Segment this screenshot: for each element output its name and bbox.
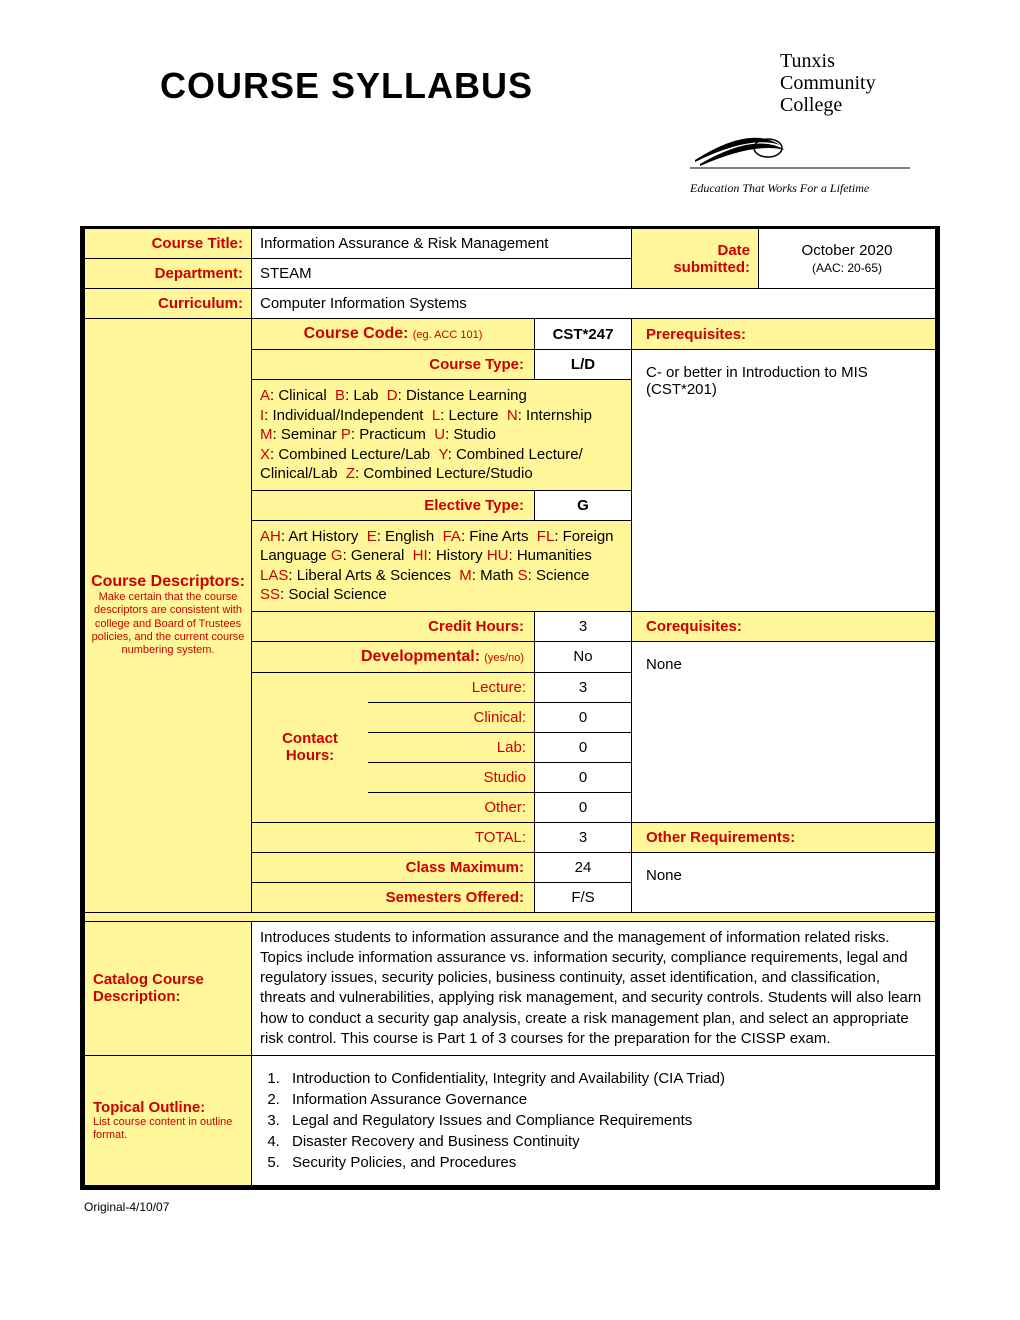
dev-hint: (yes/no) <box>484 652 524 664</box>
cd-sub: Make certain that the course descriptors… <box>91 591 245 657</box>
label-total: TOTAL: <box>252 822 535 852</box>
label-course-type: Course Type: <box>252 350 535 380</box>
label-elective-type: Elective Type: <box>252 490 535 520</box>
legend-elective: AH: Art History E: English FA: Fine Arts… <box>252 520 632 611</box>
value-elective-type: G <box>535 490 632 520</box>
cc-hint: (eg. ACC 101) <box>413 329 483 341</box>
label-other-req: Other Requirements: <box>632 822 936 852</box>
label-credit-hours: Credit Hours: <box>252 611 535 641</box>
syllabus-table-wrap: Course Title: Information Assurance & Ri… <box>80 226 940 1190</box>
label-developmental: Developmental: (yes/no) <box>252 641 535 672</box>
label-course-descriptors: Course Descriptors: Make certain that th… <box>85 319 252 913</box>
label-course-code: Course Code: (eg. ACC 101) <box>252 319 535 350</box>
logo-area: Tunxis Community College Education That … <box>690 50 940 196</box>
label-coreq: Corequisites: <box>632 611 936 641</box>
label-catalog: Catalog Course Description: <box>85 921 252 1056</box>
value-studio: 0 <box>535 762 632 792</box>
value-coreq: None <box>632 641 936 822</box>
value-other-req: None <box>632 852 936 912</box>
label-prereq: Prerequisites: <box>632 319 936 350</box>
label-department: Department: <box>85 259 252 289</box>
header: COURSE SYLLABUS Tunxis Community College… <box>80 50 940 196</box>
date-text: October 2020 <box>802 242 893 259</box>
label-semesters: Semesters Offered: <box>252 882 535 912</box>
topic-item: Information Assurance Governance <box>284 1089 927 1110</box>
value-credit-hours: 3 <box>535 611 632 641</box>
label-course-title: Course Title: <box>85 229 252 259</box>
value-other: 0 <box>535 792 632 822</box>
topic-item: Disaster Recovery and Business Continuit… <box>284 1131 927 1152</box>
dev-label: Developmental: <box>361 648 480 665</box>
value-developmental: No <box>535 641 632 672</box>
topic-item: Security Policies, and Procedures <box>284 1152 927 1173</box>
value-course-title: Information Assurance & Risk Management <box>252 229 632 259</box>
row-course-title: Course Title: Information Assurance & Ri… <box>85 229 936 259</box>
row-curriculum: Curriculum: Computer Information Systems <box>85 289 936 319</box>
page: COURSE SYLLABUS Tunxis Community College… <box>0 0 1020 1320</box>
tagline: Education That Works For a Lifetime <box>690 181 940 196</box>
value-class-max: 24 <box>535 852 632 882</box>
label-date-submitted: Date submitted: <box>632 229 759 289</box>
value-department: STEAM <box>252 259 632 289</box>
date-sub: (AAC: 20-65) <box>812 261 882 275</box>
label-topical: Topical Outline: List course content in … <box>85 1056 252 1186</box>
legend-course-type: A: Clinical B: Lab D: Distance Learning … <box>252 380 632 491</box>
cd-title: Course Descriptors: <box>91 573 245 591</box>
label-lecture: Lecture: <box>368 672 535 702</box>
label-clinical: Clinical: <box>368 702 535 732</box>
label-class-max: Class Maximum: <box>252 852 535 882</box>
logo-text: Tunxis Community College <box>780 50 940 116</box>
page-title: COURSE SYLLABUS <box>160 65 533 107</box>
label-lab: Lab: <box>368 732 535 762</box>
value-total: 3 <box>535 822 632 852</box>
topic-item: Introduction to Confidentiality, Integri… <box>284 1068 927 1089</box>
cc-label: Course Code: <box>304 325 409 342</box>
topics-list: Introduction to Confidentiality, Integri… <box>264 1068 927 1173</box>
topical-sub: List course content in outline format. <box>93 1116 243 1142</box>
label-other: Other: <box>368 792 535 822</box>
topic-item: Legal and Regulatory Issues and Complian… <box>284 1110 927 1131</box>
value-semesters: F/S <box>535 882 632 912</box>
logo-line2: Community <box>780 72 876 94</box>
logo-line1: Tunxis <box>780 50 835 72</box>
logo-line3: College <box>780 94 842 116</box>
label-curriculum: Curriculum: <box>85 289 252 319</box>
row-topical: Topical Outline: List course content in … <box>85 1056 936 1186</box>
value-topical: Introduction to Confidentiality, Integri… <box>252 1056 936 1186</box>
value-date-submitted: October 2020 (AAC: 20-65) <box>759 229 936 289</box>
value-prereq: C- or better in Introduction to MIS (CST… <box>632 350 936 612</box>
spacer-row <box>85 912 936 921</box>
footer-text: Original-4/10/07 <box>84 1200 940 1214</box>
label-studio: Studio <box>368 762 535 792</box>
value-course-code: CST*247 <box>535 319 632 350</box>
logo-swoosh-icon <box>690 120 910 170</box>
topical-title: Topical Outline: <box>93 1099 205 1116</box>
value-lab: 0 <box>535 732 632 762</box>
value-course-type: L/D <box>535 350 632 380</box>
value-lecture: 3 <box>535 672 632 702</box>
value-clinical: 0 <box>535 702 632 732</box>
row-course-code: Course Descriptors: Make certain that th… <box>85 319 936 350</box>
value-curriculum: Computer Information Systems <box>252 289 936 319</box>
syllabus-table: Course Title: Information Assurance & Ri… <box>84 228 936 1186</box>
label-contact-hours: ContactHours: <box>252 672 369 822</box>
row-catalog: Catalog Course Description: Introduces s… <box>85 921 936 1056</box>
value-catalog: Introduces students to information assur… <box>252 921 936 1056</box>
